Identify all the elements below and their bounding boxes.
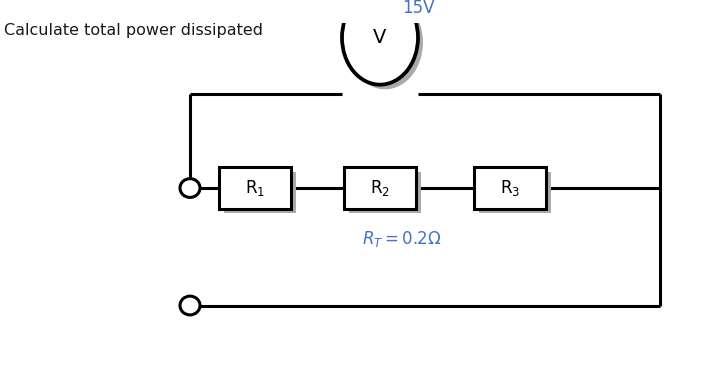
FancyBboxPatch shape [349,172,421,214]
FancyBboxPatch shape [219,167,291,209]
Text: R$_1$: R$_1$ [245,178,265,198]
FancyBboxPatch shape [479,172,551,214]
Text: 15V: 15V [402,0,434,17]
Text: Calculate total power dissipated: Calculate total power dissipated [4,23,262,38]
Text: R$_3$: R$_3$ [500,178,520,198]
Text: $R_T = 0.2\Omega$: $R_T = 0.2\Omega$ [362,229,442,249]
Text: R$_2$: R$_2$ [370,178,390,198]
Ellipse shape [347,0,423,89]
Ellipse shape [342,0,418,85]
FancyBboxPatch shape [344,167,416,209]
FancyBboxPatch shape [474,167,546,209]
FancyBboxPatch shape [224,172,296,214]
Text: V: V [373,28,386,47]
